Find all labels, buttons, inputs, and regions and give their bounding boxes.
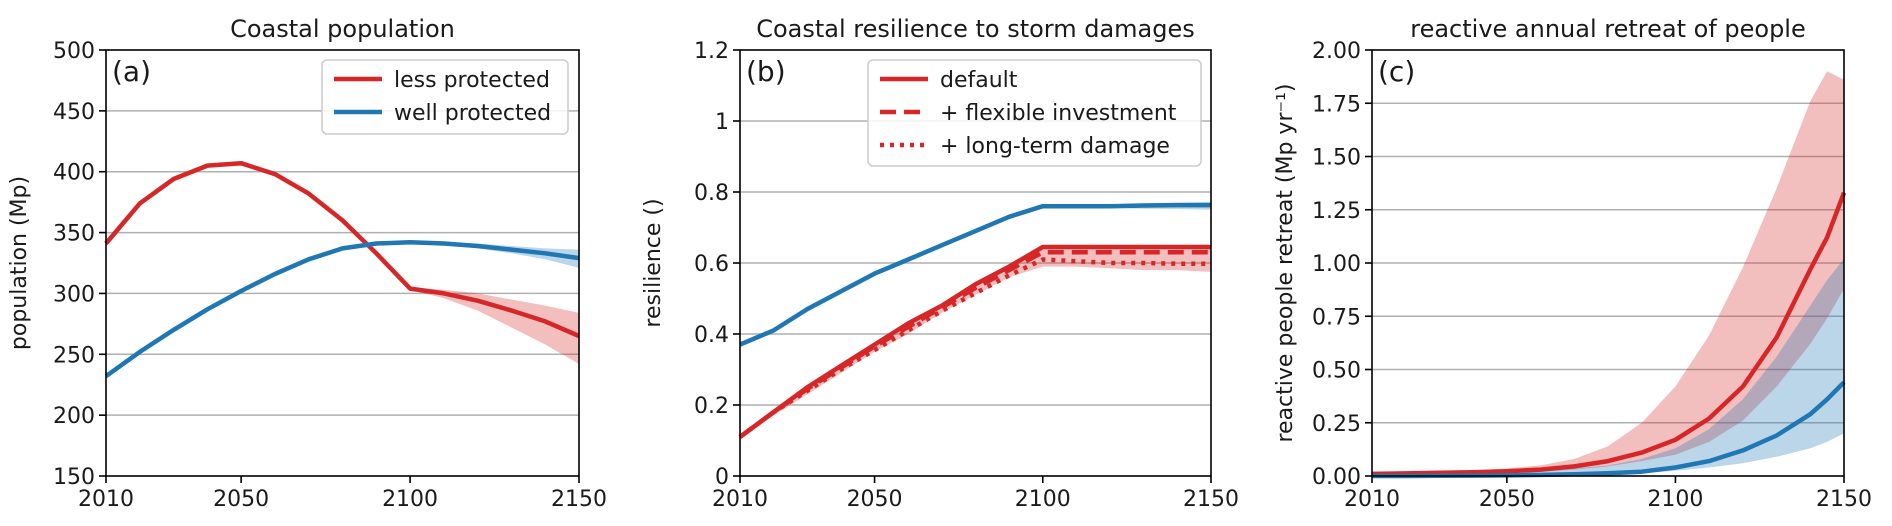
panel-a: 150 200 250 300 350 400 450 500 2010 2050 2100 2150… — [7, 15, 607, 512]
series-line — [738, 257, 1211, 439]
legend-label: well protected — [394, 101, 551, 126]
x-tick-label: 2100 — [1647, 487, 1703, 512]
uncertainty-band — [740, 201, 1211, 345]
x-tick-label: 2150 — [1816, 487, 1872, 512]
uncertainty-band — [106, 163, 579, 364]
x-tick-label: 2050 — [213, 487, 269, 512]
y-tick-label: 0.6 — [694, 252, 729, 277]
x-tick-label: 2150 — [1183, 487, 1239, 512]
y-tick-label: 1.50 — [1312, 146, 1361, 171]
y-tick-label: 1.00 — [1312, 252, 1361, 277]
uncertainty-band — [740, 247, 1211, 437]
x-tick-label: 2010 — [1344, 487, 1400, 512]
panel-label: (a) — [112, 55, 151, 88]
y-tick-label: 300 — [53, 282, 95, 307]
x-tick-label: 2050 — [1479, 487, 1535, 512]
y-tick-label: 500 — [53, 39, 95, 64]
y-tick-label: 350 — [53, 222, 95, 247]
x-tick-label: 2100 — [382, 487, 438, 512]
series-line — [104, 160, 580, 339]
y-tick-label: 0.4 — [694, 323, 729, 348]
x-tick-label: 2010 — [712, 487, 768, 512]
x-tick-label: 2050 — [847, 487, 903, 512]
legend-box — [321, 59, 569, 135]
x-tick-label: 2100 — [1015, 487, 1071, 512]
y-tick-label: 1.25 — [1312, 199, 1361, 224]
y-axis-label: population (Mp) — [7, 176, 32, 350]
chart-title: reactive annual retreat of people — [1410, 15, 1806, 43]
y-tick-label: 0.2 — [694, 394, 729, 419]
series-line — [738, 250, 1211, 439]
chart-title: Coastal resilience to storm damages — [756, 15, 1195, 43]
series-line — [104, 240, 580, 379]
y-tick-label: 0 — [715, 465, 729, 490]
panel-b: 0 0.2 0.4 0.6 0.8 1 1.2 2010 2050 2100 2150 Coastal… — [641, 15, 1239, 512]
y-tick-label: 1.75 — [1312, 92, 1361, 117]
y-tick-label: 0.50 — [1312, 359, 1361, 384]
chart-title: Coastal population — [230, 15, 455, 43]
legend-label: + long-term damage — [940, 134, 1170, 159]
y-tick-label: 0.8 — [694, 181, 729, 206]
series-line — [738, 244, 1211, 439]
uncertainty-band — [106, 242, 579, 377]
y-tick-label: 400 — [53, 161, 95, 186]
panel-c: 0.00 0.25 0.50 0.75 1.00 1.25 1.50 1.75 2.00 2010… — [1273, 15, 1872, 512]
axes-frame — [105, 49, 580, 477]
x-tick-label: 2010 — [78, 487, 134, 512]
panel-label: (c) — [1378, 55, 1415, 88]
y-tick-label: 1 — [715, 110, 729, 135]
legend-label: default — [940, 68, 1018, 93]
y-tick-label: 200 — [53, 404, 95, 429]
y-tick-label: 250 — [53, 343, 95, 368]
y-axis-label: reactive people retreat (Mp yr⁻¹) — [1273, 83, 1298, 442]
legend-label: less protected — [394, 68, 550, 93]
series-line — [1371, 191, 1847, 477]
legend-box — [867, 59, 1202, 167]
y-tick-label: 0.00 — [1312, 465, 1361, 490]
y-tick-label: 0.75 — [1312, 305, 1361, 330]
series-line — [739, 202, 1211, 347]
y-tick-label: 150 — [53, 465, 95, 490]
y-axis-label: resilience () — [641, 198, 666, 327]
y-tick-label: 2.00 — [1312, 39, 1361, 64]
y-tick-label: 0.25 — [1312, 412, 1361, 437]
x-tick-label: 2150 — [551, 487, 607, 512]
uncertainty-band — [1372, 258, 1844, 476]
panel-label: (b) — [746, 55, 786, 88]
y-tick-label: 450 — [53, 100, 95, 125]
legend-label: + flexible investment — [940, 101, 1177, 126]
uncertainty-band — [1372, 71, 1844, 475]
y-tick-label: 1.2 — [694, 39, 729, 64]
